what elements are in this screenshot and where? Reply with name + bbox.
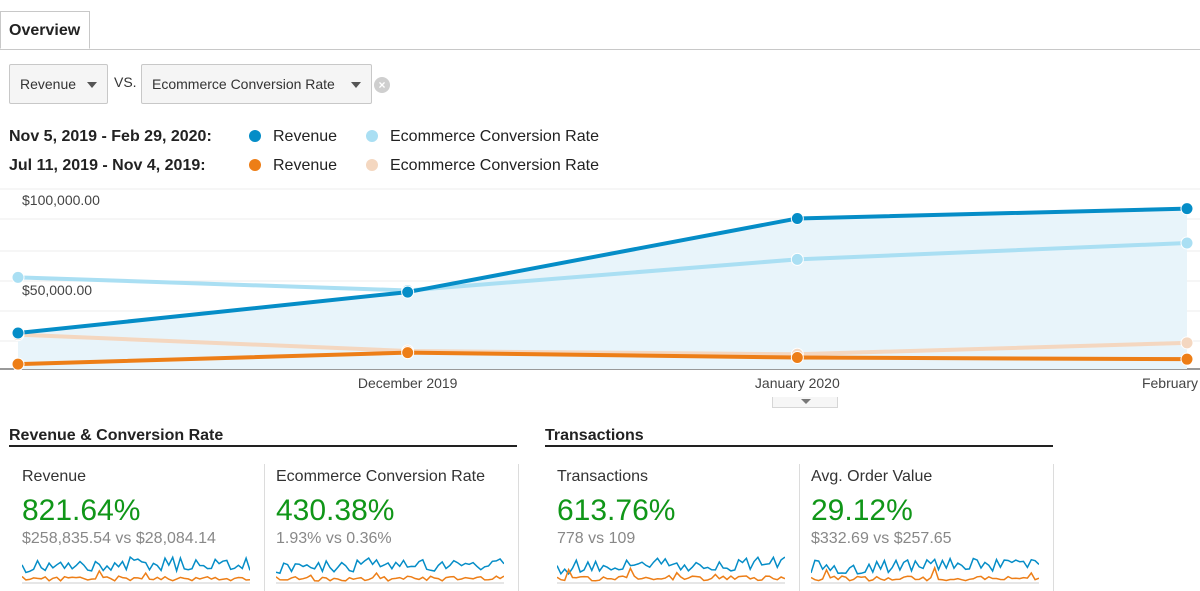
sparkline-previous <box>811 565 1039 582</box>
sparkline-current <box>22 555 250 574</box>
data-point-revenue-current <box>790 211 804 225</box>
tab-overview[interactable]: Overview <box>0 11 90 49</box>
x-tick-label: December 2019 <box>358 375 458 391</box>
metric-compare: 778 vs 109 <box>557 530 636 547</box>
legend-item-revenue-previous[interactable]: Revenue <box>249 157 337 175</box>
legend-label: Revenue <box>273 157 338 174</box>
sparkline <box>811 556 1039 584</box>
date-range-previous: Jul 11, 2019 - Nov 4, 2019: <box>9 157 206 174</box>
sparkline-previous <box>557 566 785 582</box>
y-tick-label: $50,000.00 <box>22 282 92 298</box>
legend-label: Ecommerce Conversion Rate <box>390 157 599 174</box>
series-line-conversion-current <box>17 241 1188 293</box>
group-title-revenue-conversion: Revenue & Conversion Rate <box>9 427 517 447</box>
data-point-revenue-previous <box>1180 352 1194 366</box>
data-point-revenue-previous <box>790 351 804 365</box>
chevron-down-icon <box>351 82 361 88</box>
sparkline-current <box>557 555 785 576</box>
data-point-conversion-current <box>1180 236 1194 250</box>
data-point-conversion-previous <box>1180 336 1194 350</box>
legend-dot-icon <box>249 159 261 171</box>
metric-compare: $258,835.54 vs $28,084.14 <box>22 530 216 547</box>
x-tick-label: February <box>1142 375 1198 391</box>
sparkline-current <box>811 556 1039 575</box>
y-tick-label: $100,000.00 <box>22 192 100 208</box>
date-range-current: Nov 5, 2019 - Feb 29, 2020: <box>9 128 212 145</box>
series-line-conversion-previous <box>17 332 1188 357</box>
legend-label: Ecommerce Conversion Rate <box>390 128 599 145</box>
chart-expand-toggle[interactable] <box>772 397 838 408</box>
legend-item-revenue-current[interactable]: Revenue <box>249 128 337 146</box>
metric2-dropdown-label: Ecommerce Conversion Rate <box>152 76 335 92</box>
x-tick-label: January 2020 <box>755 375 840 391</box>
data-point-revenue-previous <box>11 357 25 371</box>
metric-change: 29.12% <box>811 494 913 527</box>
chevron-down-icon <box>801 399 811 404</box>
metric-change: 430.38% <box>276 494 395 527</box>
legend-item-conversion-previous[interactable]: Ecommerce Conversion Rate <box>366 157 599 175</box>
chevron-down-icon <box>87 82 97 88</box>
group-title-transactions: Transactions <box>545 427 1053 447</box>
data-point-conversion-current <box>11 270 25 284</box>
metric-label: Revenue <box>22 468 87 485</box>
data-point-revenue-current <box>1180 202 1194 216</box>
sparkline-previous <box>276 571 504 582</box>
legend-dot-icon <box>366 130 378 142</box>
data-point-revenue-current <box>11 326 25 340</box>
series-line-revenue-current <box>17 206 1188 335</box>
metric-card-avg-order-value[interactable]: Avg. Order Value 29.12% $332.69 vs $257.… <box>798 464 1054 591</box>
sparkline <box>22 555 250 584</box>
metric1-dropdown-label: Revenue <box>20 76 77 92</box>
legend-dot-icon <box>366 159 378 171</box>
metric-compare: $332.69 vs $257.65 <box>811 530 952 547</box>
vs-label: VS. <box>114 74 137 90</box>
revenue-area <box>18 208 1187 369</box>
metric-change: 613.76% <box>557 494 676 527</box>
sparkline-current <box>276 557 504 575</box>
metric2-dropdown[interactable]: Ecommerce Conversion Rate <box>141 64 372 104</box>
legend-label: Revenue <box>273 128 338 145</box>
metric-label: Ecommerce Conversion Rate <box>276 468 485 485</box>
sparkline <box>557 555 785 584</box>
series-line-revenue-previous <box>17 350 1188 367</box>
data-point-revenue-current <box>401 285 415 299</box>
clear-comparison-icon[interactable]: × <box>374 77 390 93</box>
data-point-revenue-previous <box>401 346 415 360</box>
legend-item-conversion-current[interactable]: Ecommerce Conversion Rate <box>366 128 599 146</box>
tab-bar: Overview <box>0 0 1200 50</box>
data-point-conversion-current <box>790 252 804 266</box>
legend-dot-icon <box>249 130 261 142</box>
line-chart[interactable]: $100,000.00 $50,000.00 December 2019 Januar… <box>0 186 1200 398</box>
metric1-dropdown[interactable]: Revenue <box>9 64 108 104</box>
sparkline <box>276 557 504 584</box>
metric-card-conversion-rate[interactable]: Ecommerce Conversion Rate 430.38% 1.93% … <box>263 464 519 591</box>
metric-change: 821.64% <box>22 494 141 527</box>
sparkline-previous <box>22 569 250 582</box>
metric-compare: 1.93% vs 0.36% <box>276 530 392 547</box>
metric-card-transactions[interactable]: Transactions 613.76% 778 vs 109 <box>544 464 800 591</box>
metric-label: Avg. Order Value <box>811 468 933 485</box>
metric-card-revenue[interactable]: Revenue 821.64% $258,835.54 vs $28,084.1… <box>9 464 265 591</box>
metric-label: Transactions <box>557 468 648 485</box>
